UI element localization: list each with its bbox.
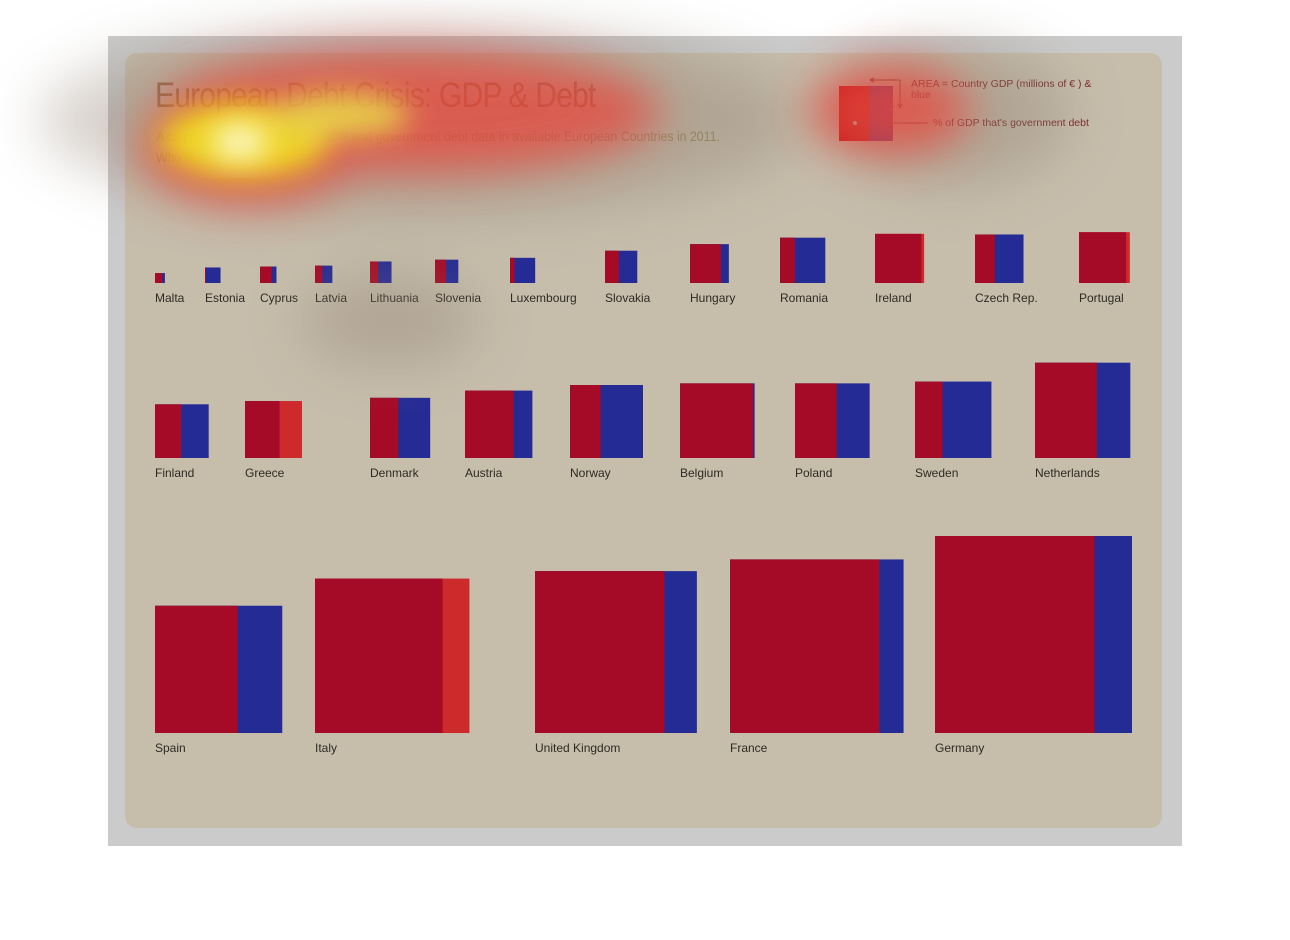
debt-bar-latvia [315, 265, 323, 283]
country-square-malta: Malta [155, 273, 185, 305]
debt-bar-austria [465, 390, 514, 458]
country-label-slovakia: Slovakia [605, 291, 651, 305]
country-label-finland: Finland [155, 466, 194, 480]
country-label-italy: Italy [315, 741, 337, 755]
country-label-austria: Austria [465, 466, 503, 480]
country-square-austria: Austria [465, 390, 533, 480]
debt-bar-germany [935, 536, 1095, 733]
country-square-norway: Norway [570, 385, 643, 480]
country-square-romania: Romania [780, 237, 828, 305]
country-square-cyprus: Cyprus [260, 266, 298, 305]
country-square-latvia: Latvia [315, 265, 347, 305]
country-label-france: France [730, 741, 768, 755]
country-label-malta: Malta [155, 291, 185, 305]
debt-bar-hungary [690, 244, 722, 283]
country-square-slovakia: Slovakia [605, 250, 651, 305]
debt-bar-ireland [875, 233, 922, 283]
debt-bar-luxembourg [510, 257, 515, 283]
country-label-greece: Greece [245, 466, 285, 480]
country-square-poland: Poland [795, 383, 870, 480]
country-label-germany: Germany [935, 741, 984, 755]
country-label-latvia: Latvia [315, 291, 347, 305]
debt-bar-malta [155, 273, 163, 283]
country-label-estonia: Estonia [205, 291, 245, 305]
country-square-netherlands: Netherlands [1035, 362, 1131, 480]
debt-bar-italy [315, 578, 443, 733]
debt-bar-lithuania [370, 261, 379, 283]
country-square-france: France [730, 559, 904, 755]
debt-bar-netherlands [1035, 362, 1097, 458]
debt-bar-finland [155, 404, 182, 458]
country-label-netherlands: Netherlands [1035, 466, 1100, 480]
country-square-italy: Italy [315, 578, 470, 755]
country-square-hungary: Hungary [690, 244, 735, 305]
country-square-estonia: Estonia [205, 267, 245, 305]
debt-bar-portugal [1079, 232, 1127, 283]
country-square-lithuania: Lithuania [370, 261, 419, 305]
country-square-slovenia: Slovenia [435, 259, 481, 305]
country-label-ireland: Ireland [875, 291, 912, 305]
country-label-cyprus: Cyprus [260, 291, 298, 305]
country-square-germany: Germany [935, 536, 1132, 755]
gdp-area-estonia [205, 267, 221, 283]
debt-bar-greece [245, 401, 280, 458]
country-label-czech-rep: Czech Rep. [975, 291, 1038, 305]
country-label-spain: Spain [155, 741, 186, 755]
country-label-romania: Romania [780, 291, 828, 305]
country-label-united-kingdom: United Kingdom [535, 741, 620, 755]
country-label-denmark: Denmark [370, 466, 420, 480]
debt-bar-estonia [205, 267, 206, 283]
country-label-hungary: Hungary [690, 291, 735, 305]
country-label-portugal: Portugal [1079, 291, 1124, 305]
debt-bar-poland [795, 383, 837, 458]
debt-bar-romania [780, 237, 795, 283]
debt-bar-spain [155, 605, 238, 733]
country-square-denmark: Denmark [370, 397, 431, 480]
country-square-portugal: Portugal [1079, 232, 1130, 305]
debt-bar-denmark [370, 397, 399, 458]
country-square-ireland: Ireland [875, 233, 925, 305]
debt-bar-norway [570, 385, 601, 458]
country-square-sweden: Sweden [915, 381, 992, 480]
debt-bar-belgium [680, 383, 754, 458]
debt-bar-sweden [915, 381, 943, 458]
debt-bar-france [730, 559, 880, 733]
country-label-belgium: Belgium [680, 466, 723, 480]
country-square-greece: Greece [245, 401, 302, 480]
country-label-poland: Poland [795, 466, 832, 480]
debt-bar-slovenia [435, 259, 446, 283]
country-label-norway: Norway [570, 466, 611, 480]
country-label-lithuania: Lithuania [370, 291, 419, 305]
country-square-czech-rep: Czech Rep. [975, 234, 1038, 305]
debt-bar-united-kingdom [535, 571, 665, 733]
country-square-belgium: Belgium [680, 383, 755, 480]
country-label-sweden: Sweden [915, 466, 958, 480]
debt-bar-czech-rep [975, 234, 995, 283]
debt-bar-slovakia [605, 250, 619, 283]
country-square-spain: Spain [155, 605, 283, 755]
debt-bar-cyprus [260, 266, 272, 283]
country-square-luxembourg: Luxembourg [510, 257, 577, 305]
country-label-slovenia: Slovenia [435, 291, 481, 305]
country-square-united-kingdom: United Kingdom [535, 571, 697, 755]
country-label-luxembourg: Luxembourg [510, 291, 577, 305]
country-square-finland: Finland [155, 404, 209, 480]
